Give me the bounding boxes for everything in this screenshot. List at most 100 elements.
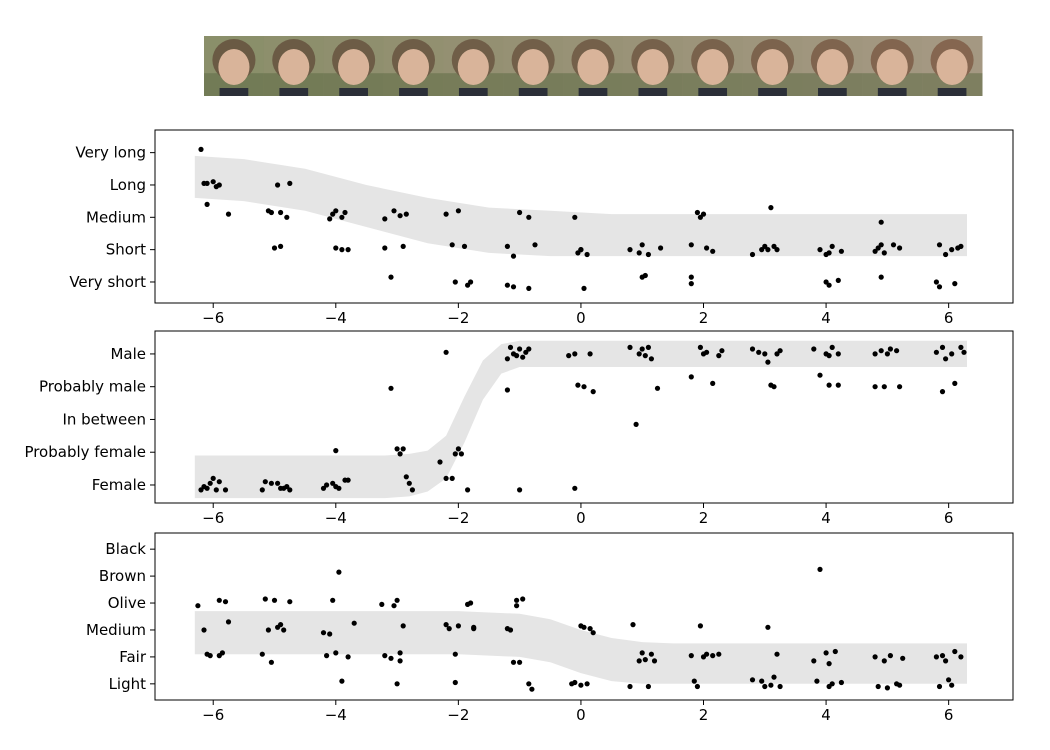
data-point xyxy=(936,683,943,690)
data-point xyxy=(584,251,590,258)
data-point xyxy=(397,213,403,219)
data-point xyxy=(897,682,903,688)
data-point xyxy=(946,677,952,683)
x-tick-label: 2 xyxy=(699,706,709,724)
data-point xyxy=(198,146,204,152)
data-point xyxy=(330,211,336,217)
data-point xyxy=(881,658,887,664)
data-point xyxy=(688,274,694,280)
data-point xyxy=(449,475,455,481)
data-point xyxy=(225,211,232,217)
data-point xyxy=(878,348,884,354)
data-point xyxy=(443,211,449,217)
data-point xyxy=(688,374,694,380)
data-point xyxy=(210,475,216,481)
data-point xyxy=(514,597,520,603)
data-point xyxy=(397,451,403,457)
data-point xyxy=(572,351,578,357)
data-point xyxy=(887,346,894,352)
data-point xyxy=(336,569,342,575)
data-point xyxy=(762,243,768,249)
data-point xyxy=(774,247,780,253)
data-point xyxy=(262,596,268,602)
data-point xyxy=(749,346,756,352)
data-point xyxy=(700,211,707,217)
data-point xyxy=(636,351,642,357)
data-point xyxy=(958,654,964,660)
data-point xyxy=(768,205,774,211)
skin-tone-panel: −6 −4 −2 0 2 4 6 Light Fair Medium Olive Brown Black xyxy=(86,532,1014,724)
data-point xyxy=(878,219,884,225)
data-point xyxy=(939,653,946,659)
data-point xyxy=(817,566,823,573)
data-point xyxy=(455,208,461,214)
data-point xyxy=(587,351,593,357)
hair-length-panel: −6 −4 −2 0 2 4 6 Very short Short Medium Long Very … xyxy=(69,129,1014,327)
data-point xyxy=(443,475,449,481)
data-point xyxy=(504,243,510,249)
data-point xyxy=(333,448,339,454)
data-point xyxy=(704,245,710,251)
y-tick-label: Medium xyxy=(86,208,146,226)
data-point xyxy=(654,385,661,391)
data-point xyxy=(575,250,581,256)
data-point xyxy=(391,208,397,214)
data-point xyxy=(382,245,388,251)
data-point xyxy=(688,653,694,659)
data-point xyxy=(262,479,268,485)
data-point xyxy=(697,344,704,350)
data-point xyxy=(388,385,394,391)
data-point xyxy=(572,485,578,491)
data-point xyxy=(507,344,514,350)
data-point xyxy=(884,351,891,357)
data-point xyxy=(777,683,783,690)
x-tick-label: −4 xyxy=(325,706,347,724)
x-tick-label: 6 xyxy=(944,706,954,724)
data-point xyxy=(572,679,578,686)
y-tick-label: Probably female xyxy=(24,443,146,461)
data-point xyxy=(345,654,351,660)
data-point xyxy=(694,209,701,216)
data-point xyxy=(452,451,458,457)
data-point xyxy=(872,248,878,254)
y-tick-label: Light xyxy=(109,675,147,693)
data-point xyxy=(281,627,287,633)
data-point xyxy=(633,421,639,427)
x-tick-label: 6 xyxy=(944,509,954,527)
x-tick-label: −2 xyxy=(447,309,469,327)
data-point xyxy=(268,659,274,665)
data-point xyxy=(688,242,694,248)
data-point xyxy=(443,349,449,355)
data-point xyxy=(320,630,327,636)
x-tick-label: 4 xyxy=(821,706,831,724)
data-point xyxy=(207,653,213,659)
x-tick-label: 0 xyxy=(576,509,586,527)
data-point xyxy=(443,622,449,628)
data-point xyxy=(933,349,940,355)
data-point xyxy=(697,214,704,220)
hair-length-plot-frame xyxy=(154,129,1014,304)
data-point xyxy=(838,248,845,254)
y-tick-label: Female xyxy=(92,476,146,494)
data-point xyxy=(526,285,532,291)
x-tick-label: 2 xyxy=(699,509,709,527)
data-point xyxy=(897,384,903,390)
y-tick-label: Probably male xyxy=(39,378,146,396)
data-point xyxy=(897,245,903,251)
data-point xyxy=(517,346,523,352)
data-point xyxy=(642,272,648,279)
data-point xyxy=(829,243,835,249)
data-point xyxy=(391,603,397,609)
data-point xyxy=(222,599,229,605)
gender-plot-frame xyxy=(154,330,1014,504)
gender-panel: −6 −4 −2 0 2 4 6 Female Probably female In betwee… xyxy=(24,330,1014,527)
data-point xyxy=(716,353,722,359)
data-point xyxy=(406,480,412,486)
data-point xyxy=(207,480,213,486)
data-point xyxy=(278,243,284,249)
gender-trend-band xyxy=(194,340,968,499)
data-point xyxy=(765,359,771,365)
data-point xyxy=(933,279,940,285)
data-point xyxy=(268,209,274,216)
data-point xyxy=(581,624,587,630)
